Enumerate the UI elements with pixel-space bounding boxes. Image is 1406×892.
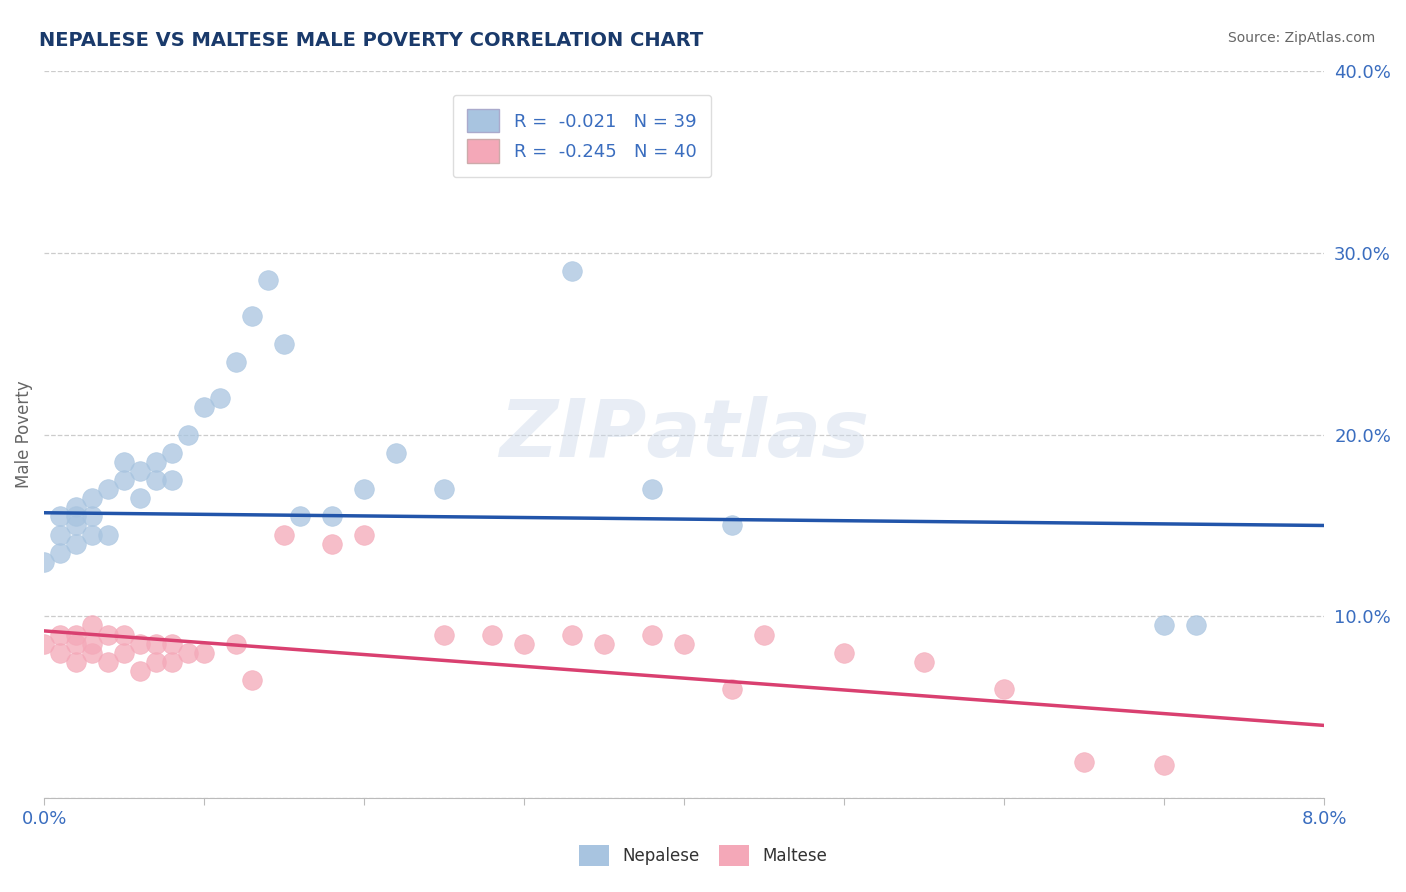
Point (129, 464, 152, 478)
Point (481, 627, 503, 641)
Point (112, 646, 135, 660)
Point (273, 336, 295, 351)
Point (82, 618, 104, 632)
Point (240, 673, 263, 687)
Point (65, 637, 87, 651)
Text: ZIP​atlas: ZIP​atlas (499, 395, 869, 474)
Point (593, 637, 616, 651)
Point (193, 646, 215, 660)
Point (160, 637, 183, 651)
Point (433, 627, 456, 641)
Point (257, 273, 280, 287)
Point (160, 655, 183, 669)
Point (97, 655, 120, 669)
Point (145, 655, 167, 669)
Point (993, 682, 1015, 697)
Point (288, 509, 311, 524)
Point (65, 655, 87, 669)
Point (561, 264, 583, 278)
Point (129, 664, 152, 678)
Legend: Nepalese, Maltese: Nepalese, Maltese (572, 838, 834, 873)
Point (321, 536, 343, 550)
Point (721, 682, 744, 697)
Point (561, 627, 583, 641)
Point (225, 637, 247, 651)
Point (912, 655, 935, 669)
Point (97, 482, 120, 496)
Point (641, 627, 664, 641)
Point (145, 637, 167, 651)
Point (82, 527, 104, 541)
Point (240, 310, 263, 324)
Point (82, 509, 104, 524)
Point (673, 637, 696, 651)
Point (1185, 618, 1208, 632)
Point (641, 482, 664, 496)
Point (112, 455, 135, 469)
Point (65, 509, 87, 524)
Point (112, 473, 135, 487)
Point (129, 491, 152, 506)
Y-axis label: Male Poverty: Male Poverty (15, 381, 32, 489)
Point (721, 518, 744, 533)
Text: Source: ZipAtlas.com: Source: ZipAtlas.com (1227, 31, 1375, 45)
Point (177, 427, 200, 442)
Point (97, 627, 120, 641)
Point (177, 646, 200, 660)
Legend: R =  -0.021   N = 39, R =  -0.245   N = 40: R = -0.021 N = 39, R = -0.245 N = 40 (453, 95, 711, 178)
Point (32, 637, 55, 651)
Point (65, 500, 87, 515)
Point (49, 646, 72, 660)
Point (82, 646, 104, 660)
Point (32, 555, 55, 569)
Text: NEPALESE VS MALTESE MALE POVERTY CORRELATION CHART: NEPALESE VS MALTESE MALE POVERTY CORRELA… (39, 31, 703, 50)
Point (65, 518, 87, 533)
Point (513, 155, 536, 169)
Point (145, 455, 167, 469)
Point (353, 527, 375, 541)
Point (65, 536, 87, 550)
Point (49, 509, 72, 524)
Point (49, 546, 72, 560)
Point (513, 637, 536, 651)
Point (160, 473, 183, 487)
Point (225, 355, 247, 369)
Point (145, 473, 167, 487)
Point (82, 491, 104, 506)
Point (353, 482, 375, 496)
Point (65, 627, 87, 641)
Point (82, 637, 104, 651)
Point (1153, 618, 1175, 632)
Point (193, 401, 215, 415)
Point (273, 527, 295, 541)
Point (160, 446, 183, 460)
Point (321, 509, 343, 524)
Point (49, 627, 72, 641)
Point (209, 391, 232, 405)
Point (433, 482, 456, 496)
Point (385, 446, 408, 460)
Point (754, 627, 776, 641)
Point (49, 527, 72, 541)
Point (832, 646, 855, 660)
Point (129, 637, 152, 651)
Point (97, 527, 120, 541)
Point (112, 627, 135, 641)
Point (1073, 755, 1095, 769)
Point (1153, 758, 1175, 772)
